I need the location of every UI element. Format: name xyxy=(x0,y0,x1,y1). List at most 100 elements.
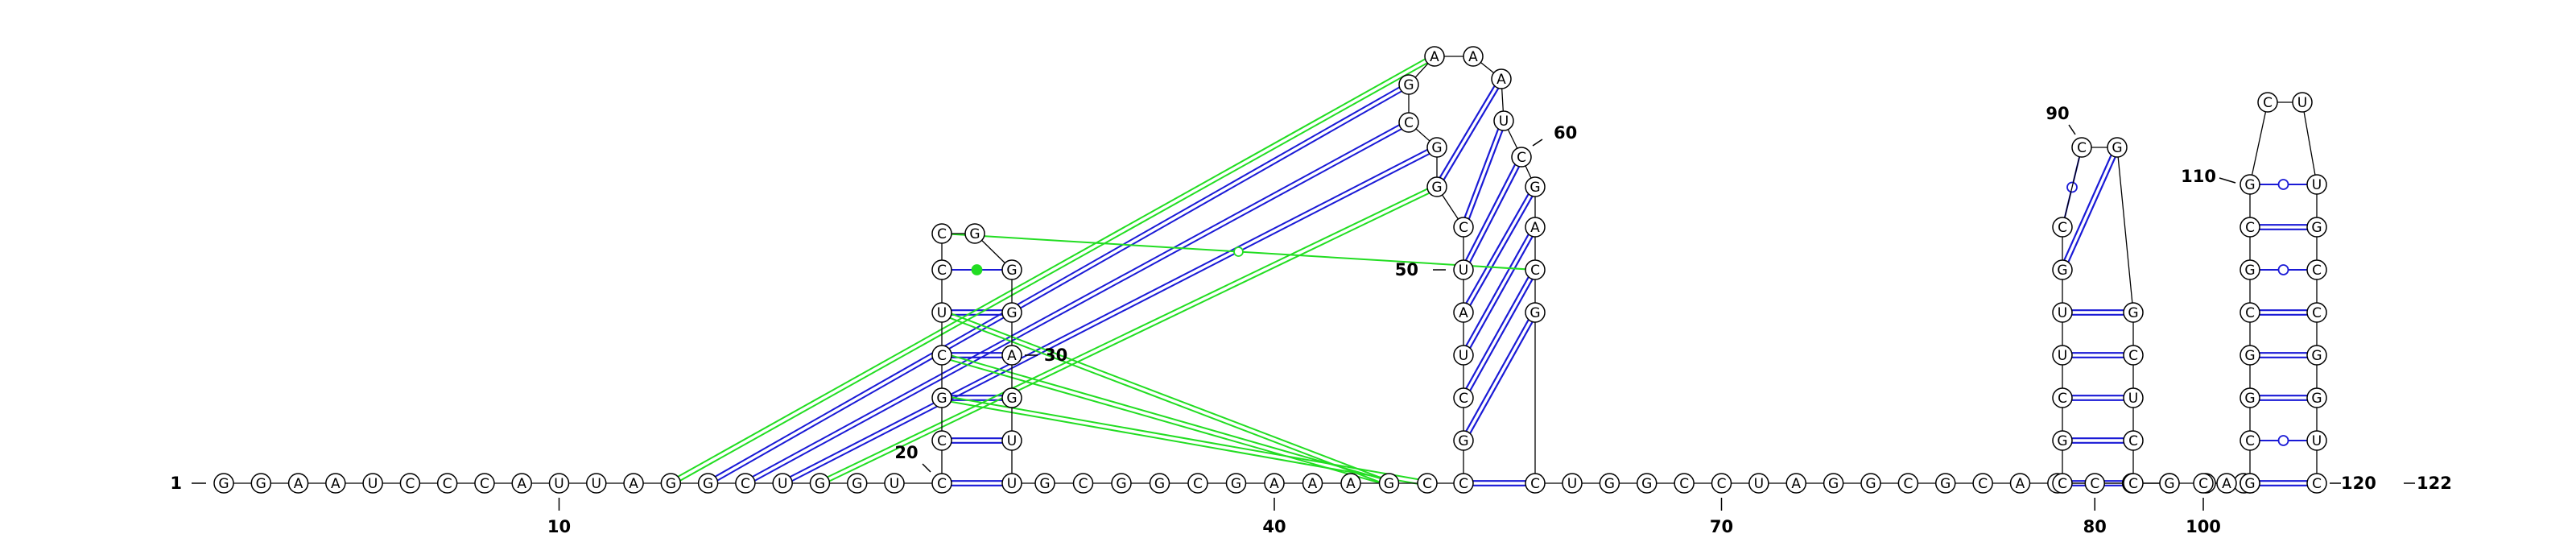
nucleotide-50: U xyxy=(1453,259,1474,280)
position-label-90: 90 xyxy=(2046,104,2076,135)
nucleotide-circle xyxy=(1001,430,1022,451)
nucleotide-28: G xyxy=(1001,259,1022,280)
pseudoknot-pair-line xyxy=(744,119,1409,482)
nucleotide-letter: C xyxy=(2245,305,2255,321)
nucleotide-letter: C xyxy=(480,476,489,492)
nucleotide-5: U xyxy=(362,473,383,494)
position-label-20: 20 xyxy=(894,443,931,473)
nucleotide-letter: U xyxy=(1459,263,1468,279)
nucleotide-circle xyxy=(2107,137,2128,158)
position-label-122: 122 xyxy=(2404,474,2452,493)
nucleotide-letter: C xyxy=(1459,220,1468,236)
nucleotide-letter: C xyxy=(2058,391,2067,407)
nucleotide-circle xyxy=(1072,473,1094,494)
nucleotide-letter: A xyxy=(1791,476,1801,492)
nucleotide-circle xyxy=(1785,473,1806,494)
nucleotide-91: G xyxy=(2107,137,2128,158)
nucleotide-letter: C xyxy=(1517,150,1526,166)
nucleotide-circle xyxy=(2052,430,2073,451)
position-label-10: 10 xyxy=(547,498,571,536)
nucleotide-circle xyxy=(772,473,793,494)
nucleotide-83: C xyxy=(2052,473,2073,494)
nucleotide-circle xyxy=(2052,473,2073,494)
nucleotide-letter: A xyxy=(2016,476,2025,492)
nucleotide-letter: U xyxy=(1459,348,1468,364)
pseudoknot-pair-line xyxy=(745,123,1410,486)
nucleotide-circle xyxy=(2123,302,2144,323)
nucleotide-75: C xyxy=(1897,473,1919,494)
nucleotide-111: C xyxy=(2257,92,2278,113)
base-pair-line xyxy=(1438,79,1505,188)
nucleotide-77: C xyxy=(1972,473,1993,494)
nucleotide-letter: G xyxy=(256,476,266,492)
nucleotide-circle xyxy=(2306,473,2327,494)
nucleotide-letter: A xyxy=(2222,476,2231,492)
backbone-link xyxy=(2062,147,2083,228)
nucleotide-57: A xyxy=(1463,46,1484,67)
nucleotide-27: G xyxy=(964,223,985,244)
nucleotide-71: U xyxy=(1748,473,1769,494)
nucleotide-letter: G xyxy=(852,476,862,492)
nucleotide-letter: C xyxy=(937,348,947,364)
nucleotide-circle xyxy=(964,223,985,244)
nucleotide-74: G xyxy=(1860,473,1881,494)
nucleotide-15: C xyxy=(735,473,756,494)
pseudoknot-pair-line xyxy=(940,356,1389,486)
base-pair-line xyxy=(1464,270,1538,399)
nucleotide-circle xyxy=(623,473,644,494)
nucleotide-letter: G xyxy=(2128,305,2138,321)
nucleotide-93: C xyxy=(2123,345,2144,366)
nucleotide-circle xyxy=(2052,302,2073,323)
nucleotide-circle xyxy=(931,430,952,451)
nucleotide-letter: G xyxy=(2244,476,2255,492)
nucleotide-letter: G xyxy=(2057,433,2067,449)
nucleotide-circle xyxy=(1453,430,1474,451)
nucleotide-62: A xyxy=(1525,217,1546,238)
nucleotide-38: C xyxy=(1187,473,1208,494)
position-number: 40 xyxy=(1262,517,1286,536)
nucleotide-circle xyxy=(1001,473,1022,494)
nucleotide-circle xyxy=(399,473,421,494)
nucleotide-103: G xyxy=(2240,473,2260,494)
nucleotide-circle xyxy=(1225,473,1247,494)
position-label-110: 110 xyxy=(2181,167,2236,186)
nucleotide-letter: G xyxy=(936,391,947,407)
nucleotide-letter: G xyxy=(1116,476,1126,492)
nucleotide-59: U xyxy=(1493,110,1514,131)
nucleotide-letter: C xyxy=(937,433,947,449)
nucleotide-circle xyxy=(1511,147,1532,168)
nucleotide-40: A xyxy=(1264,473,1285,494)
nucleotide-2: G xyxy=(250,473,272,494)
nucleotide-circle xyxy=(1001,259,1022,280)
nucleotide-circle xyxy=(931,302,952,323)
nucleotide-47: C xyxy=(1453,387,1474,408)
nucleotide-10: U xyxy=(548,473,570,494)
nucleotide-letter: G xyxy=(2244,263,2255,279)
base-pair-line xyxy=(2063,147,2120,271)
nucleotide-letter: G xyxy=(666,476,676,492)
nucleotide-letter: G xyxy=(703,476,713,492)
nucleotide-letter: G xyxy=(1384,476,1394,492)
nucleotide-letter: C xyxy=(2128,476,2138,492)
nucleotide-circle xyxy=(2306,387,2327,408)
nucleotide-circle xyxy=(1001,302,1022,323)
nucleotide-circle xyxy=(287,473,309,494)
nucleotide-29: G xyxy=(1001,302,1022,323)
nucleotide-97: G xyxy=(2159,473,2180,494)
nucleotide-87: U xyxy=(2052,302,2073,323)
nucleotide-78: A xyxy=(2009,473,2031,494)
nucleotide-circle xyxy=(2123,345,2144,366)
position-number: 80 xyxy=(2083,517,2107,536)
nucleotide-circle xyxy=(1453,387,1474,408)
nucleotide-12: A xyxy=(623,473,644,494)
nucleotide-circle xyxy=(325,473,346,494)
nucleotide-letter: U xyxy=(2312,433,2322,449)
position-number: 120 xyxy=(2341,474,2376,493)
nucleotide-circle xyxy=(2159,473,2180,494)
nucleotide-letter: C xyxy=(1422,476,1432,492)
pseudoknot-pair-line xyxy=(940,313,1389,486)
nucleotide-24: U xyxy=(931,302,952,323)
nucleotide-101: A xyxy=(2216,473,2237,494)
nucleotide-92: G xyxy=(2123,302,2144,323)
